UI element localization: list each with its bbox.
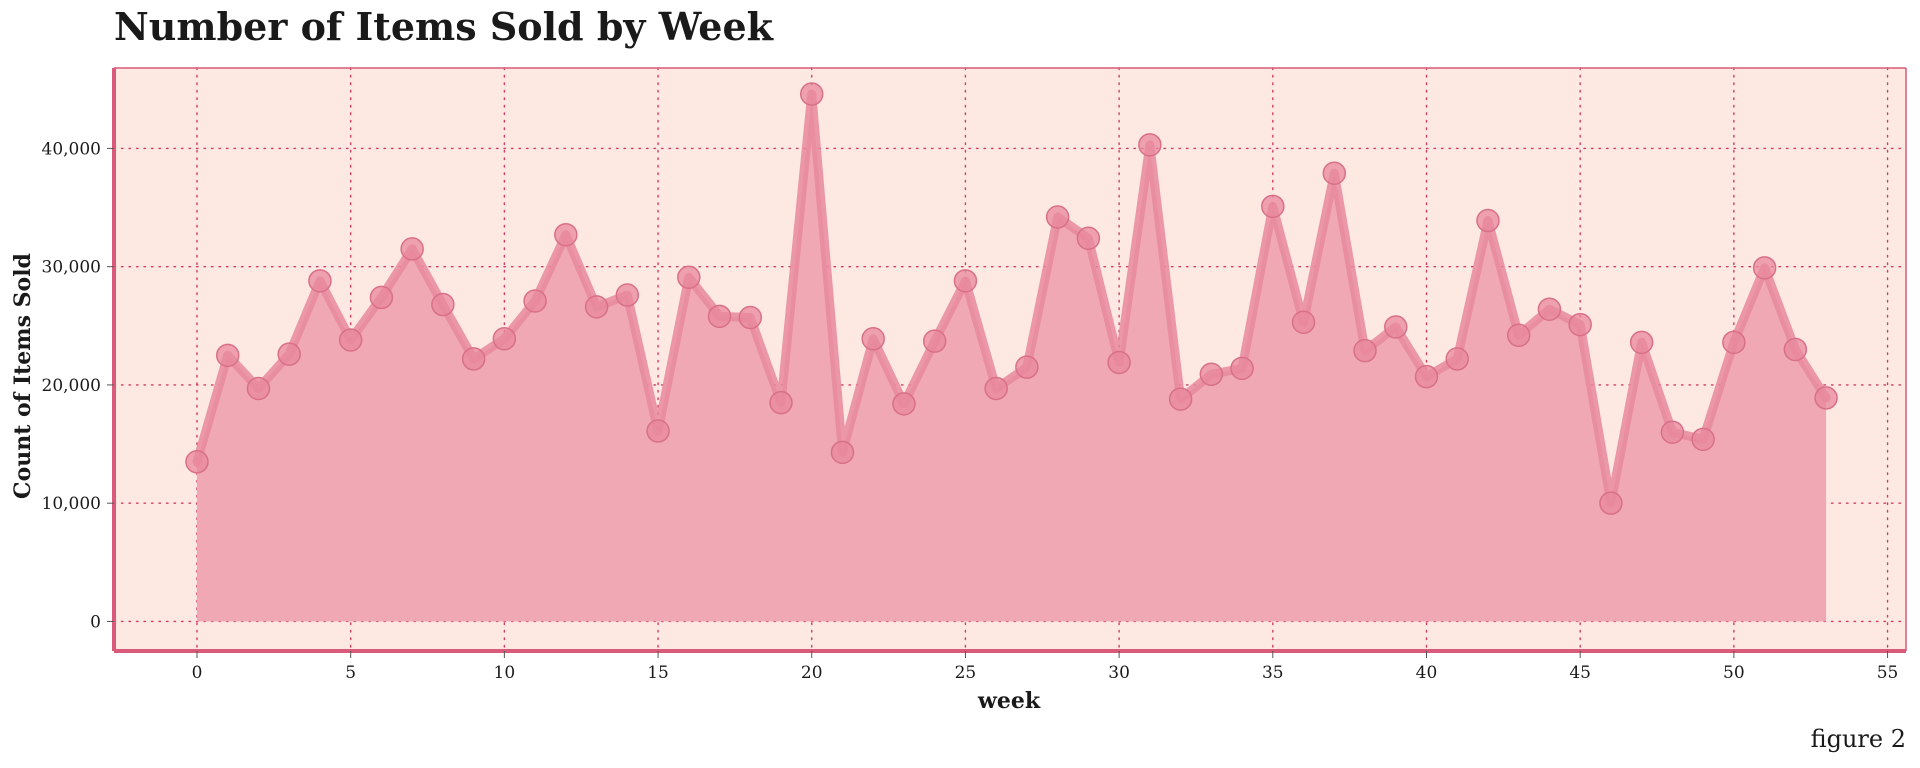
- data-point: [584, 295, 609, 319]
- x-tick-label: 40: [1416, 663, 1438, 683]
- data-point: [953, 269, 978, 293]
- data-point: [1261, 194, 1285, 219]
- data-point: [646, 419, 670, 443]
- data-point: [1199, 362, 1224, 387]
- data-point: [1506, 323, 1531, 348]
- data-point: [615, 283, 640, 307]
- figure-label: figure 2: [1811, 725, 1906, 753]
- data-point: [892, 392, 916, 416]
- x-tick-label: 10: [494, 663, 516, 683]
- data-point: [1230, 356, 1254, 381]
- data-point: [1015, 355, 1039, 379]
- data-point: [431, 292, 455, 317]
- data-point: [1814, 386, 1838, 410]
- y-tick-label: 20,000: [42, 376, 101, 396]
- data-point: [769, 390, 793, 415]
- data-point: [1476, 208, 1500, 233]
- data-point: [246, 376, 271, 401]
- data-point: [523, 289, 547, 313]
- x-tick-label: 35: [1262, 663, 1284, 683]
- x-tick-label: 25: [955, 663, 977, 683]
- data-point: [1353, 338, 1377, 363]
- area-series: [196, 94, 1827, 622]
- data-point: [922, 329, 947, 353]
- data-point: [799, 82, 824, 106]
- x-tick-label: 5: [345, 663, 356, 683]
- x-tick-label: 20: [801, 663, 823, 683]
- data-point: [554, 222, 578, 247]
- data-point: [738, 305, 763, 330]
- area-layer: [196, 94, 1827, 622]
- data-point: [830, 440, 855, 465]
- y-tick-label: 0: [90, 612, 101, 632]
- data-point: [1291, 310, 1316, 334]
- data-point: [461, 347, 486, 371]
- y-axis-ticks: 0 10,000 20,000 30,000 40,000: [42, 139, 114, 632]
- x-tick-label: 55: [1877, 663, 1899, 683]
- data-point: [861, 327, 885, 351]
- x-tick-label: 50: [1723, 663, 1745, 683]
- data-point: [1107, 350, 1131, 375]
- x-axis-label: week: [977, 688, 1041, 714]
- data-point: [1168, 387, 1193, 411]
- data-point: [707, 304, 732, 329]
- data-point: [1537, 297, 1562, 321]
- data-point: [1783, 337, 1808, 362]
- data-point: [1045, 205, 1070, 229]
- x-tick-label: 0: [192, 663, 203, 683]
- data-point: [1414, 364, 1439, 389]
- data-point: [1752, 256, 1777, 280]
- data-point: [369, 285, 394, 310]
- data-point: [1138, 133, 1162, 157]
- data-point: [1076, 226, 1101, 251]
- data-point: [1691, 427, 1715, 452]
- y-axis-label: Count of Items Sold: [10, 253, 36, 499]
- x-tick-label: 30: [1108, 663, 1130, 683]
- data-point: [277, 342, 301, 366]
- y-tick-label: 40,000: [42, 139, 101, 159]
- marker-layer: [185, 82, 1838, 515]
- data-point: [984, 376, 1008, 401]
- data-point: [215, 343, 240, 368]
- data-point: [400, 237, 424, 261]
- data-point: [1384, 315, 1408, 339]
- plot-frame: [112, 67, 1907, 653]
- y-tick-label: 10,000: [42, 494, 101, 514]
- data-point: [677, 265, 701, 290]
- data-point: [492, 327, 517, 351]
- data-point: [1445, 347, 1469, 371]
- data-point: [308, 269, 332, 293]
- chart-title: Number of Items Sold by Week: [114, 4, 774, 49]
- x-tick-label: 45: [1569, 663, 1591, 683]
- data-point: [1660, 420, 1685, 444]
- data-point: [1599, 491, 1623, 515]
- data-point: [1322, 161, 1347, 185]
- data-point: [185, 450, 209, 474]
- data-point: [1568, 312, 1592, 337]
- x-tick-label: 15: [647, 663, 669, 683]
- x-axis-ticks: 0 5 10 15 20 25 30 35 40 45 50 55: [192, 651, 1899, 683]
- data-point: [1629, 330, 1654, 355]
- y-tick-label: 30,000: [42, 258, 101, 278]
- data-point: [1722, 330, 1746, 355]
- data-point: [338, 328, 363, 352]
